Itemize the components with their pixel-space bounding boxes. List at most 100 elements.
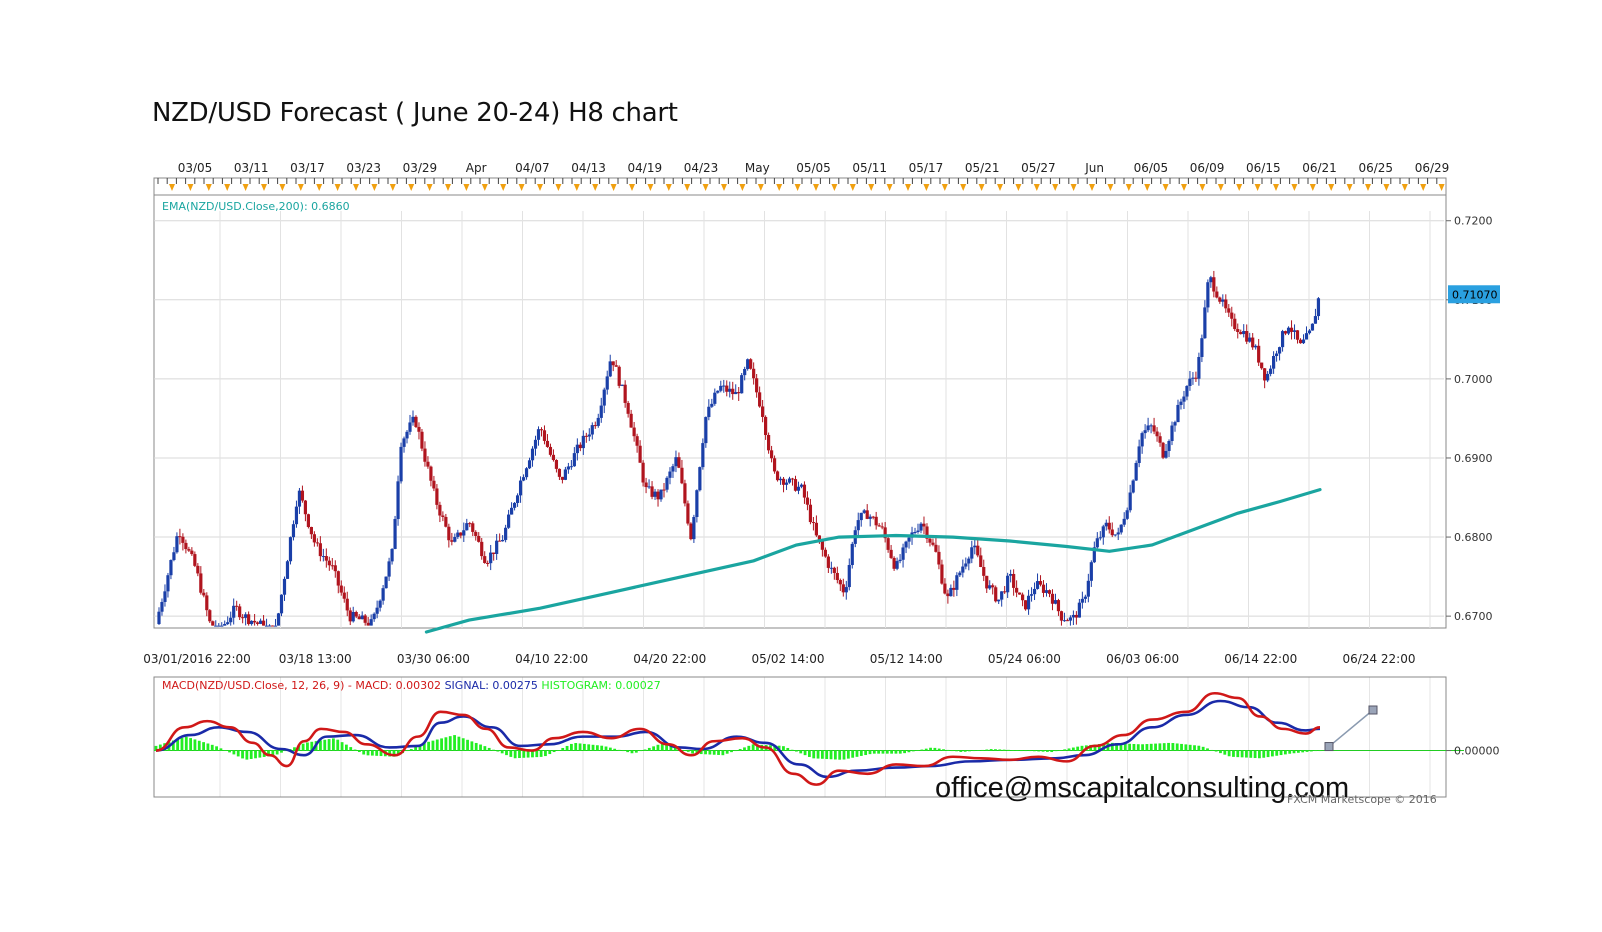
candle-body <box>172 552 176 561</box>
histogram-bar <box>1227 750 1231 757</box>
candle-body <box>1266 373 1270 381</box>
trendline-handle-start <box>1324 742 1334 752</box>
histogram-bar <box>210 744 214 751</box>
y-tick-label: 0.6900 <box>1454 452 1493 465</box>
session-marker <box>205 184 212 191</box>
candle-body <box>539 429 544 431</box>
histogram-bar <box>1162 743 1166 751</box>
candle-body <box>435 488 439 505</box>
candle-body <box>303 500 308 515</box>
histogram-bar <box>189 738 193 751</box>
candle-body <box>1053 600 1058 604</box>
histogram-bar <box>933 747 937 751</box>
candle-body <box>749 359 753 369</box>
candle-body <box>1239 332 1243 335</box>
candle-body <box>671 466 675 472</box>
candle-body <box>279 594 284 614</box>
candle-body <box>1056 600 1061 612</box>
candle-body <box>1116 532 1120 535</box>
candle-body <box>1203 307 1207 339</box>
histogram-bar <box>418 744 422 751</box>
candle-body <box>611 361 615 366</box>
candle-body <box>342 592 346 599</box>
histogram-bar <box>868 750 872 755</box>
session-marker <box>426 184 433 191</box>
histogram-bar <box>531 750 534 758</box>
session-marker <box>592 184 599 191</box>
histogram-bar <box>907 750 911 753</box>
histogram-bar <box>881 750 885 754</box>
candle-body <box>820 541 824 550</box>
candle-body <box>614 365 618 367</box>
current-price-label: 0.71070 <box>1452 288 1498 301</box>
candle-body <box>1257 345 1261 363</box>
candle-body <box>662 489 666 491</box>
candle-body <box>572 453 576 467</box>
candle-body <box>336 571 340 586</box>
candle-body <box>507 514 511 528</box>
histogram-bar <box>591 744 595 751</box>
session-marker <box>1383 184 1390 191</box>
candle-body <box>758 392 762 407</box>
histogram-bar <box>877 750 881 754</box>
candle-body <box>1304 333 1309 340</box>
top-date-label: 05/27 <box>1021 161 1056 175</box>
histogram-bar <box>989 749 993 751</box>
candle-body <box>256 622 260 624</box>
histogram-bar <box>846 750 850 759</box>
candle-body <box>1289 327 1294 332</box>
candle-body <box>650 486 654 497</box>
histogram-bar <box>336 739 340 751</box>
candle-body <box>244 614 248 618</box>
histogram-bar <box>665 743 669 751</box>
candle-body <box>880 526 884 528</box>
candle-body <box>551 454 556 461</box>
candle-body <box>375 607 379 614</box>
candle-body <box>746 359 750 370</box>
candle-body <box>677 457 681 468</box>
candle-body <box>1062 620 1067 622</box>
candle-body <box>1188 378 1192 386</box>
session-marker <box>1346 184 1353 191</box>
candle-body <box>1149 425 1153 427</box>
candle-body <box>743 369 747 376</box>
histogram-bar <box>950 750 954 752</box>
candle-body <box>1295 330 1300 340</box>
candle-body <box>1023 600 1028 610</box>
candle-body <box>223 623 227 626</box>
histogram-bar <box>1076 746 1080 751</box>
histogram-bar <box>344 744 348 751</box>
y-tick-label: 0.7200 <box>1454 215 1493 228</box>
candle-body <box>925 526 929 539</box>
histogram-bar <box>1279 750 1283 756</box>
candle-body <box>1131 480 1135 493</box>
candle-body <box>1233 318 1237 330</box>
session-marker <box>1181 184 1187 191</box>
histogram-bar <box>223 750 227 751</box>
bottom-date-label: 06/14 22:00 <box>1224 652 1297 666</box>
histogram-bar <box>691 750 694 754</box>
session-marker <box>353 184 359 191</box>
candle-body <box>462 530 466 536</box>
session-marker <box>684 184 691 191</box>
histogram-bar <box>1180 743 1183 751</box>
candle-body <box>456 532 460 537</box>
histogram-bar <box>509 750 513 757</box>
histogram-bar <box>1063 749 1067 751</box>
candle-body <box>1224 299 1228 309</box>
candle-body <box>1080 598 1084 603</box>
histogram-bar <box>1058 750 1062 751</box>
histogram-bar <box>1236 750 1240 758</box>
session-marker <box>1254 184 1261 191</box>
candle-body <box>276 613 281 626</box>
candle-body <box>970 547 974 559</box>
candle-body <box>722 385 726 387</box>
histogram-bar <box>730 750 733 753</box>
candle-body <box>590 425 594 435</box>
session-marker <box>1273 184 1279 191</box>
histogram-bar <box>561 747 565 751</box>
candle-body <box>1009 573 1013 576</box>
histogram-bar <box>985 749 989 751</box>
candle-body <box>405 431 409 439</box>
